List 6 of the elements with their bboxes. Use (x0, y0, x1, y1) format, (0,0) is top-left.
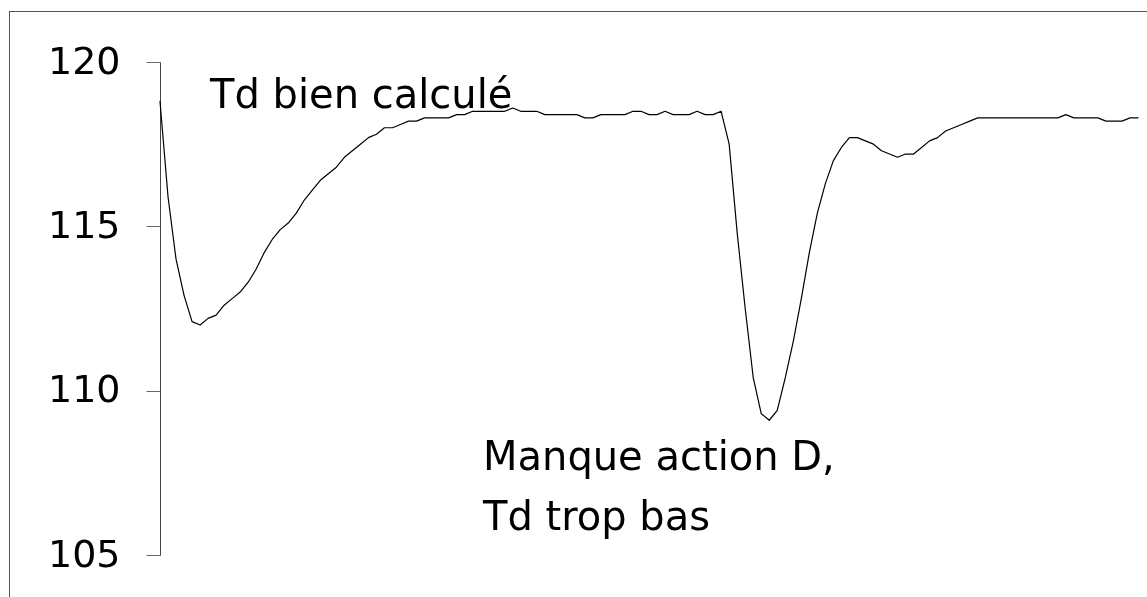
y-tick-label: 115 (47, 202, 121, 247)
y-tick-label: 120 (47, 38, 121, 83)
annotation: Td bien calculé (209, 71, 513, 117)
annotation: Manque action D, Td trop bas (482, 433, 835, 539)
y-tick-label: 110 (47, 367, 121, 412)
y-tick-label: 105 (47, 531, 121, 576)
